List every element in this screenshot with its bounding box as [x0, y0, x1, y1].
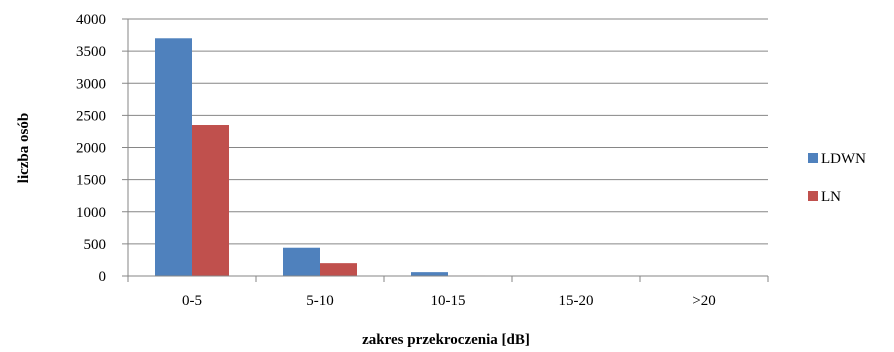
- bar-ldwn-2: [411, 272, 448, 276]
- bar-ldwn-0: [155, 38, 192, 277]
- legend-label-ln: LN: [821, 189, 841, 205]
- bar-ln-1: [320, 263, 357, 276]
- y-tick-label: 500: [84, 237, 107, 253]
- x-axis-title: zakres przekroczenia [dB]: [362, 332, 530, 348]
- gridlines: [128, 18, 768, 245]
- y-tick-label: 2000: [76, 141, 106, 157]
- y-tick-label: 2500: [76, 108, 106, 124]
- legend-swatch-ln: [808, 191, 818, 201]
- x-tick-label: 10-15: [431, 293, 466, 309]
- y-tick-label: 1000: [76, 205, 106, 221]
- x-tick-label: 5-10: [306, 293, 334, 309]
- legend-swatch-ldwn: [808, 153, 818, 163]
- x-tick-labels: 0-5 5-10 10-15 15-20 >20: [182, 293, 716, 309]
- y-tick-labels: 0 500 1000 1500 2000 2500 3000 3500 4000: [76, 12, 106, 285]
- legend: LDWN LN: [808, 151, 866, 205]
- bar-ln-0: [192, 125, 229, 276]
- y-axis-title: liczba osób: [16, 113, 32, 183]
- y-tick-label: 3000: [76, 76, 106, 92]
- x-tick-label: 0-5: [182, 293, 202, 309]
- bar-ldwn-1: [283, 247, 320, 276]
- bars: [155, 38, 704, 277]
- axes: [122, 18, 769, 282]
- y-tick-label: 0: [99, 269, 107, 285]
- x-tick-label: >20: [692, 293, 715, 309]
- legend-label-ldwn: LDWN: [821, 151, 866, 167]
- x-tick-label: 15-20: [559, 293, 594, 309]
- y-tick-label: 3500: [76, 44, 106, 60]
- y-tick-label: 1500: [76, 173, 106, 189]
- y-tick-label: 4000: [76, 12, 106, 28]
